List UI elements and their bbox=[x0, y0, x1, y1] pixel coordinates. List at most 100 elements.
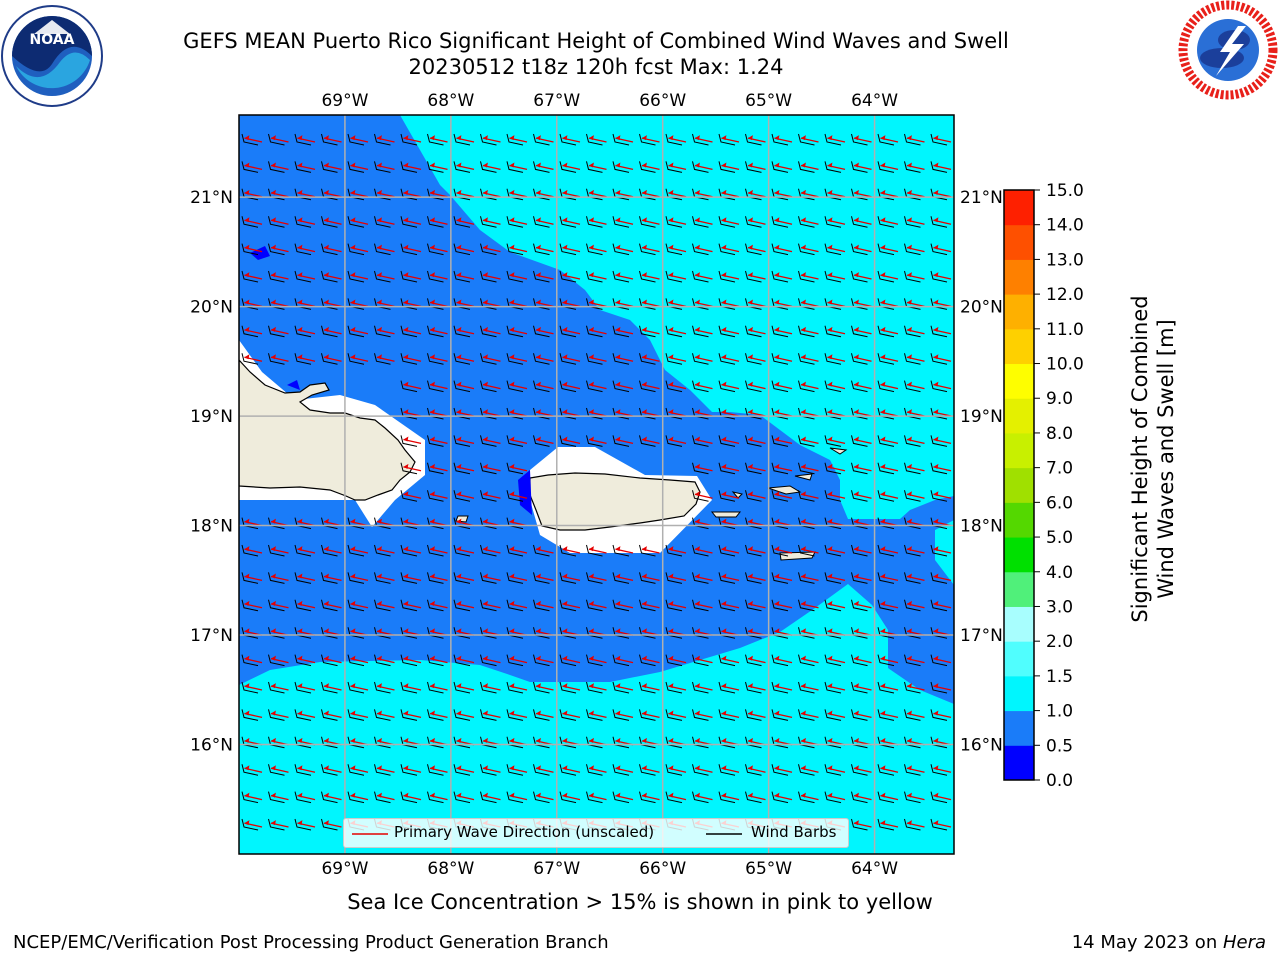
primary-wave-arrowhead bbox=[933, 436, 939, 442]
wind-barb bbox=[904, 462, 921, 475]
wind-barb bbox=[877, 216, 895, 228]
primary-wave-arrowhead bbox=[376, 162, 382, 168]
wind-barb bbox=[745, 599, 762, 612]
footer-date: 14 May 2023 on bbox=[1071, 932, 1223, 953]
primary-wave-arrowhead bbox=[350, 573, 356, 579]
wind-barb bbox=[506, 270, 524, 283]
wind-barb bbox=[400, 599, 418, 612]
wind-barb bbox=[480, 490, 497, 502]
primary-wave-arrowhead bbox=[456, 546, 462, 552]
primary-wave-arrowhead bbox=[933, 491, 939, 497]
wind-barb bbox=[745, 654, 762, 667]
wind-barb bbox=[665, 243, 683, 256]
wind-barb bbox=[692, 325, 709, 338]
wind-barb bbox=[904, 490, 921, 502]
wind-barb bbox=[718, 325, 736, 338]
wind-barb bbox=[745, 270, 762, 283]
lat-tick-label-left: 18°N bbox=[190, 517, 233, 537]
wind-barb bbox=[692, 764, 709, 776]
primary-wave-arrowhead bbox=[615, 326, 621, 332]
wind-barb bbox=[877, 353, 895, 365]
wind-barb bbox=[798, 161, 815, 173]
wind-barb bbox=[294, 654, 312, 667]
wind-barb bbox=[904, 681, 921, 694]
primary-wave-arrowhead bbox=[747, 573, 753, 579]
primary-wave-arrowhead bbox=[588, 655, 594, 661]
wind-barb bbox=[665, 435, 683, 447]
primary-wave-arrowhead bbox=[323, 162, 329, 168]
primary-wave-arrowhead bbox=[403, 710, 409, 716]
primary-wave-arrowhead bbox=[535, 655, 541, 661]
primary-wave-arrowhead bbox=[721, 299, 727, 305]
primary-wave-arrowhead bbox=[906, 272, 912, 278]
wind-barb bbox=[559, 435, 577, 447]
primary-wave-arrowhead bbox=[747, 765, 753, 771]
wind-barb bbox=[559, 654, 577, 667]
primary-wave-arrowhead bbox=[827, 655, 833, 661]
primary-wave-arrowhead bbox=[297, 737, 303, 743]
lon-tick-label-top: 66°W bbox=[639, 91, 686, 111]
primary-wave-arrowhead bbox=[350, 189, 356, 195]
colorbar-segment bbox=[1004, 745, 1034, 781]
primary-wave-arrowhead bbox=[721, 381, 727, 387]
wind-barb bbox=[427, 791, 444, 804]
wind-barb bbox=[453, 243, 471, 256]
primary-wave-arrowhead bbox=[297, 792, 303, 798]
primary-wave-arrowhead bbox=[588, 573, 594, 579]
wind-barb bbox=[559, 270, 577, 283]
primary-wave-arrowhead bbox=[853, 518, 859, 524]
wind-barb bbox=[506, 572, 524, 584]
primary-wave-arrowhead bbox=[509, 299, 515, 305]
primary-wave-arrowhead bbox=[429, 326, 435, 332]
primary-wave-arrowhead bbox=[429, 737, 435, 743]
primary-wave-arrowhead bbox=[323, 189, 329, 195]
primary-wave-arrowhead bbox=[827, 737, 833, 743]
primary-wave-arrowhead bbox=[827, 135, 833, 141]
wind-barb bbox=[930, 681, 948, 694]
primary-wave-arrowhead bbox=[615, 135, 621, 141]
primary-wave-arrowhead bbox=[694, 299, 700, 305]
wind-barb bbox=[798, 490, 815, 502]
wind-barb bbox=[718, 353, 736, 365]
wind-barb bbox=[268, 681, 285, 694]
primary-wave-arrowhead bbox=[482, 737, 488, 743]
primary-wave-arrowhead bbox=[270, 710, 276, 716]
wind-barb bbox=[798, 243, 815, 256]
wind-barb bbox=[453, 161, 471, 173]
primary-wave-arrowhead bbox=[694, 244, 700, 250]
primary-wave-arrowhead bbox=[482, 600, 488, 606]
wind-barb bbox=[692, 380, 709, 393]
wind-barb bbox=[665, 572, 683, 584]
wind-barb bbox=[586, 133, 603, 146]
primary-wave-arrowhead bbox=[615, 436, 621, 442]
legend-wind-barbs-label: Wind Barbs bbox=[751, 823, 837, 841]
primary-wave-arrowhead bbox=[906, 546, 912, 552]
primary-wave-arrowhead bbox=[482, 326, 488, 332]
primary-wave-arrowhead bbox=[827, 546, 833, 552]
wind-barb bbox=[427, 599, 444, 612]
primary-wave-arrowhead bbox=[323, 600, 329, 606]
wind-barb bbox=[533, 764, 550, 776]
primary-wave-arrowhead bbox=[323, 272, 329, 278]
primary-wave-arrowhead bbox=[668, 299, 674, 305]
primary-wave-arrowhead bbox=[429, 463, 435, 469]
wind-barb bbox=[930, 161, 948, 173]
primary-wave-arrowhead bbox=[270, 244, 276, 250]
primary-wave-arrowhead bbox=[429, 162, 435, 168]
primary-wave-arrowhead bbox=[456, 655, 462, 661]
primary-wave-arrowhead bbox=[880, 244, 886, 250]
nws-logo bbox=[1176, 0, 1280, 100]
wind-barb bbox=[241, 791, 259, 804]
wind-barb bbox=[506, 599, 524, 612]
primary-wave-arrowhead bbox=[933, 299, 939, 305]
primary-wave-arrowhead bbox=[403, 326, 409, 332]
wind-barb bbox=[904, 572, 921, 584]
primary-wave-arrowhead bbox=[880, 354, 886, 360]
primary-wave-arrowhead bbox=[694, 518, 700, 524]
primary-wave-arrowhead bbox=[403, 409, 409, 415]
wind-barb bbox=[453, 435, 471, 447]
axis-tick-labels: 69°W 69°W 68°W 68°W 67°W 67°W 66°W 66°W 65°W 65°W… bbox=[190, 91, 1003, 879]
colorbar-tick-label: 5.0 bbox=[1046, 528, 1073, 548]
wind-barb bbox=[453, 599, 471, 612]
wind-barb bbox=[904, 243, 921, 256]
